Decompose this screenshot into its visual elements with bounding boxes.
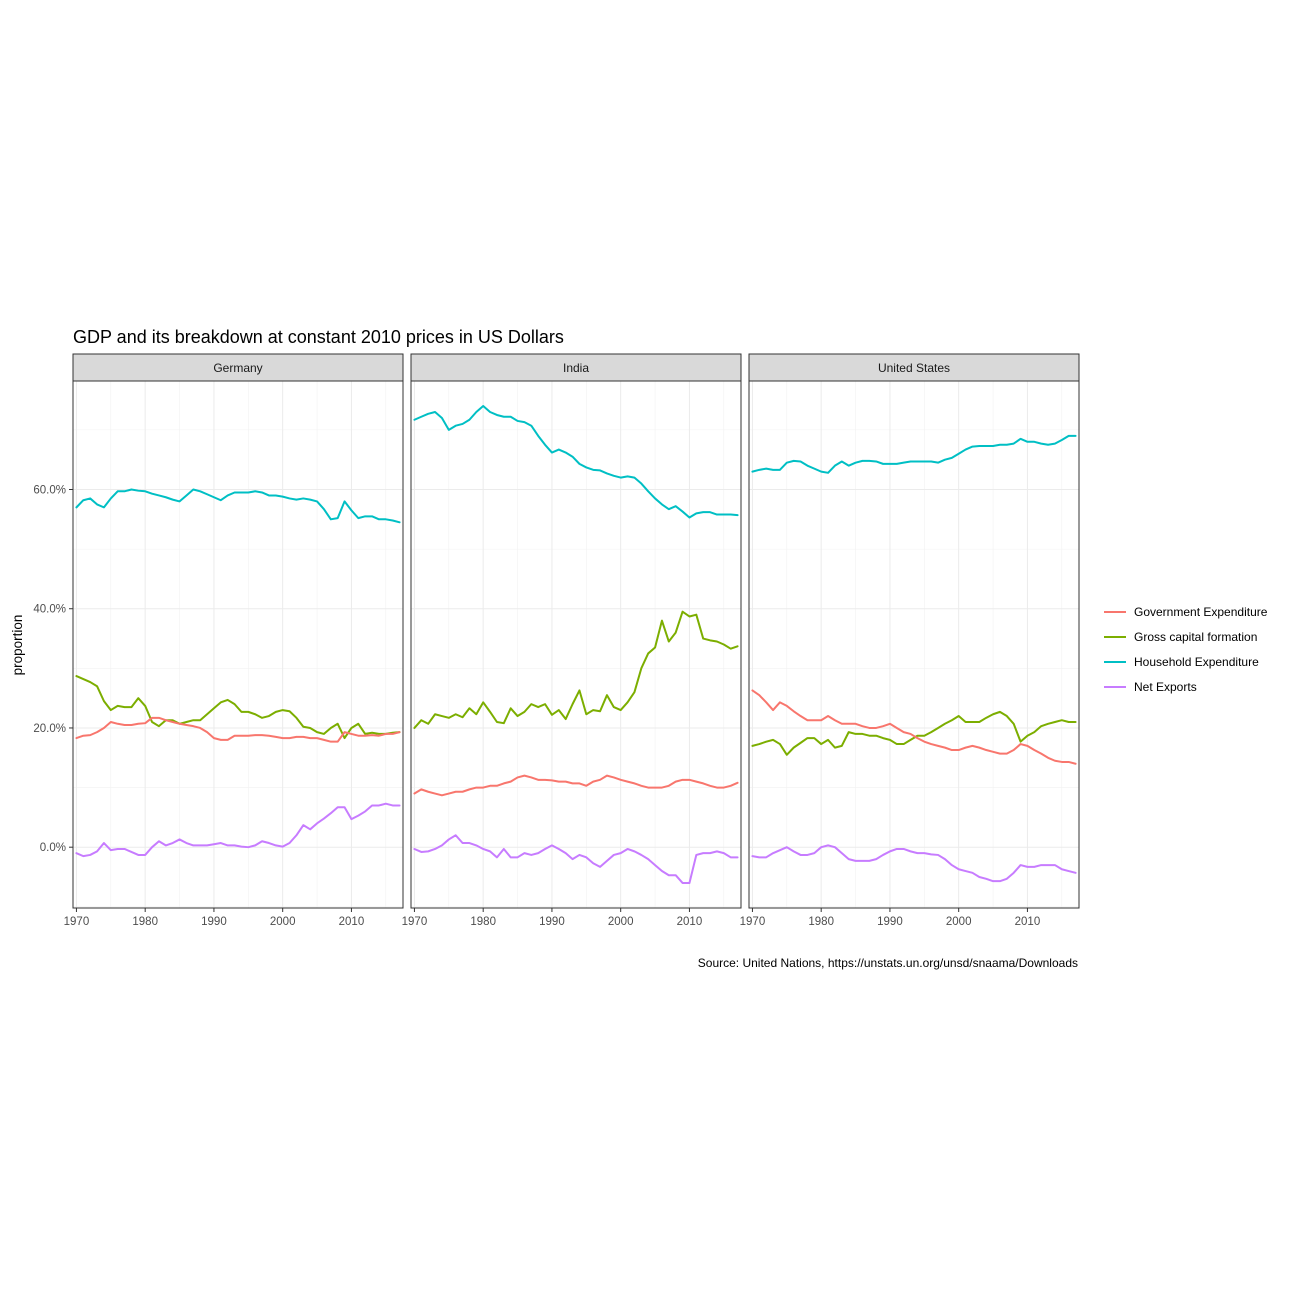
panel-india: India 1970 1980 1990 2000 2010 xyxy=(402,353,742,928)
line-germany-net-exports xyxy=(75,802,401,858)
x-tick-label: 1970 xyxy=(64,916,90,928)
strip-india xyxy=(410,353,742,382)
legend-item-net-exports: Net Exports xyxy=(1104,680,1197,694)
x-tick-label: 1990 xyxy=(201,916,227,928)
y-tick-label: 0.0% xyxy=(40,842,66,854)
legend-item-household-expenditure: Household Expenditure xyxy=(1104,655,1259,669)
line-india-household-expenditure xyxy=(413,405,739,519)
legend-label: Household Expenditure xyxy=(1134,655,1259,669)
legend-label: Government Expenditure xyxy=(1134,605,1268,619)
panel-united-states: United States 1970 1980 1990 2000 2010 xyxy=(740,353,1080,928)
line-united-states-gross-capital-formation xyxy=(751,710,1077,756)
line-india-gross-capital-formation xyxy=(413,610,739,729)
y-tick-label: 40.0% xyxy=(33,604,66,616)
chart-title: GDP and its breakdown at constant 2010 p… xyxy=(73,327,564,347)
y-tick-label: 20.0% xyxy=(33,723,66,735)
x-tick-label: 2010 xyxy=(1015,916,1041,928)
panel-germany: Germany 1970 1980 1990 2000 2010 0.0% 20.0% 40.0… xyxy=(33,353,404,928)
facet-panels: Germany 1970 1980 1990 2000 2010 0.0% 20.0% 40.0… xyxy=(33,353,1080,928)
strip-label: United States xyxy=(878,361,950,375)
panel-border xyxy=(748,380,1080,909)
line-india-net-exports xyxy=(413,834,739,884)
grid xyxy=(411,381,741,908)
panel-border xyxy=(72,380,404,909)
x-tick-label: 1980 xyxy=(132,916,158,928)
plot-background xyxy=(411,381,741,908)
x-tick-label: 1990 xyxy=(539,916,565,928)
y-tick-label: 60.0% xyxy=(33,485,66,497)
x-tick-label: 1970 xyxy=(740,916,766,928)
strip-united-states xyxy=(748,353,1080,382)
x-tick-label: 2010 xyxy=(677,916,703,928)
legend-label: Net Exports xyxy=(1134,680,1197,694)
x-tick-label: 2000 xyxy=(608,916,634,928)
strip-label: India xyxy=(563,361,589,375)
line-united-states-household-expenditure xyxy=(751,434,1077,474)
x-tick-label: 1980 xyxy=(808,916,834,928)
legend-item-government-expenditure: Government Expenditure xyxy=(1104,605,1268,619)
legend-item-gross-capital-formation: Gross capital formation xyxy=(1104,630,1257,644)
x-tick-label: 1980 xyxy=(470,916,496,928)
legend: Government Expenditure Gross capital form… xyxy=(1104,605,1268,694)
x-tick-label: 2000 xyxy=(270,916,296,928)
x-tick-label: 1990 xyxy=(877,916,903,928)
panel-border xyxy=(410,380,742,909)
series-lines xyxy=(413,405,739,884)
line-germany-government-expenditure xyxy=(75,716,401,743)
plot-background xyxy=(73,381,403,908)
line-india-government-expenditure xyxy=(413,774,739,797)
line-germany-household-expenditure xyxy=(75,488,401,524)
line-united-states-government-expenditure xyxy=(751,689,1077,765)
x-tick-label: 2010 xyxy=(339,916,365,928)
strip-germany xyxy=(72,353,404,382)
x-tick-label: 2000 xyxy=(946,916,972,928)
series-lines xyxy=(751,434,1077,883)
legend-label: Gross capital formation xyxy=(1134,630,1257,644)
y-axis-title: proportion xyxy=(10,615,25,676)
series-lines xyxy=(75,488,401,858)
line-united-states-net-exports xyxy=(751,844,1077,883)
strip-label: Germany xyxy=(213,361,262,375)
source-caption: Source: United Nations, https://unstats.… xyxy=(698,956,1078,970)
x-tick-label: 1970 xyxy=(402,916,428,928)
grid xyxy=(749,381,1079,908)
line-germany-gross-capital-formation xyxy=(75,675,401,740)
plot-background xyxy=(749,381,1079,908)
